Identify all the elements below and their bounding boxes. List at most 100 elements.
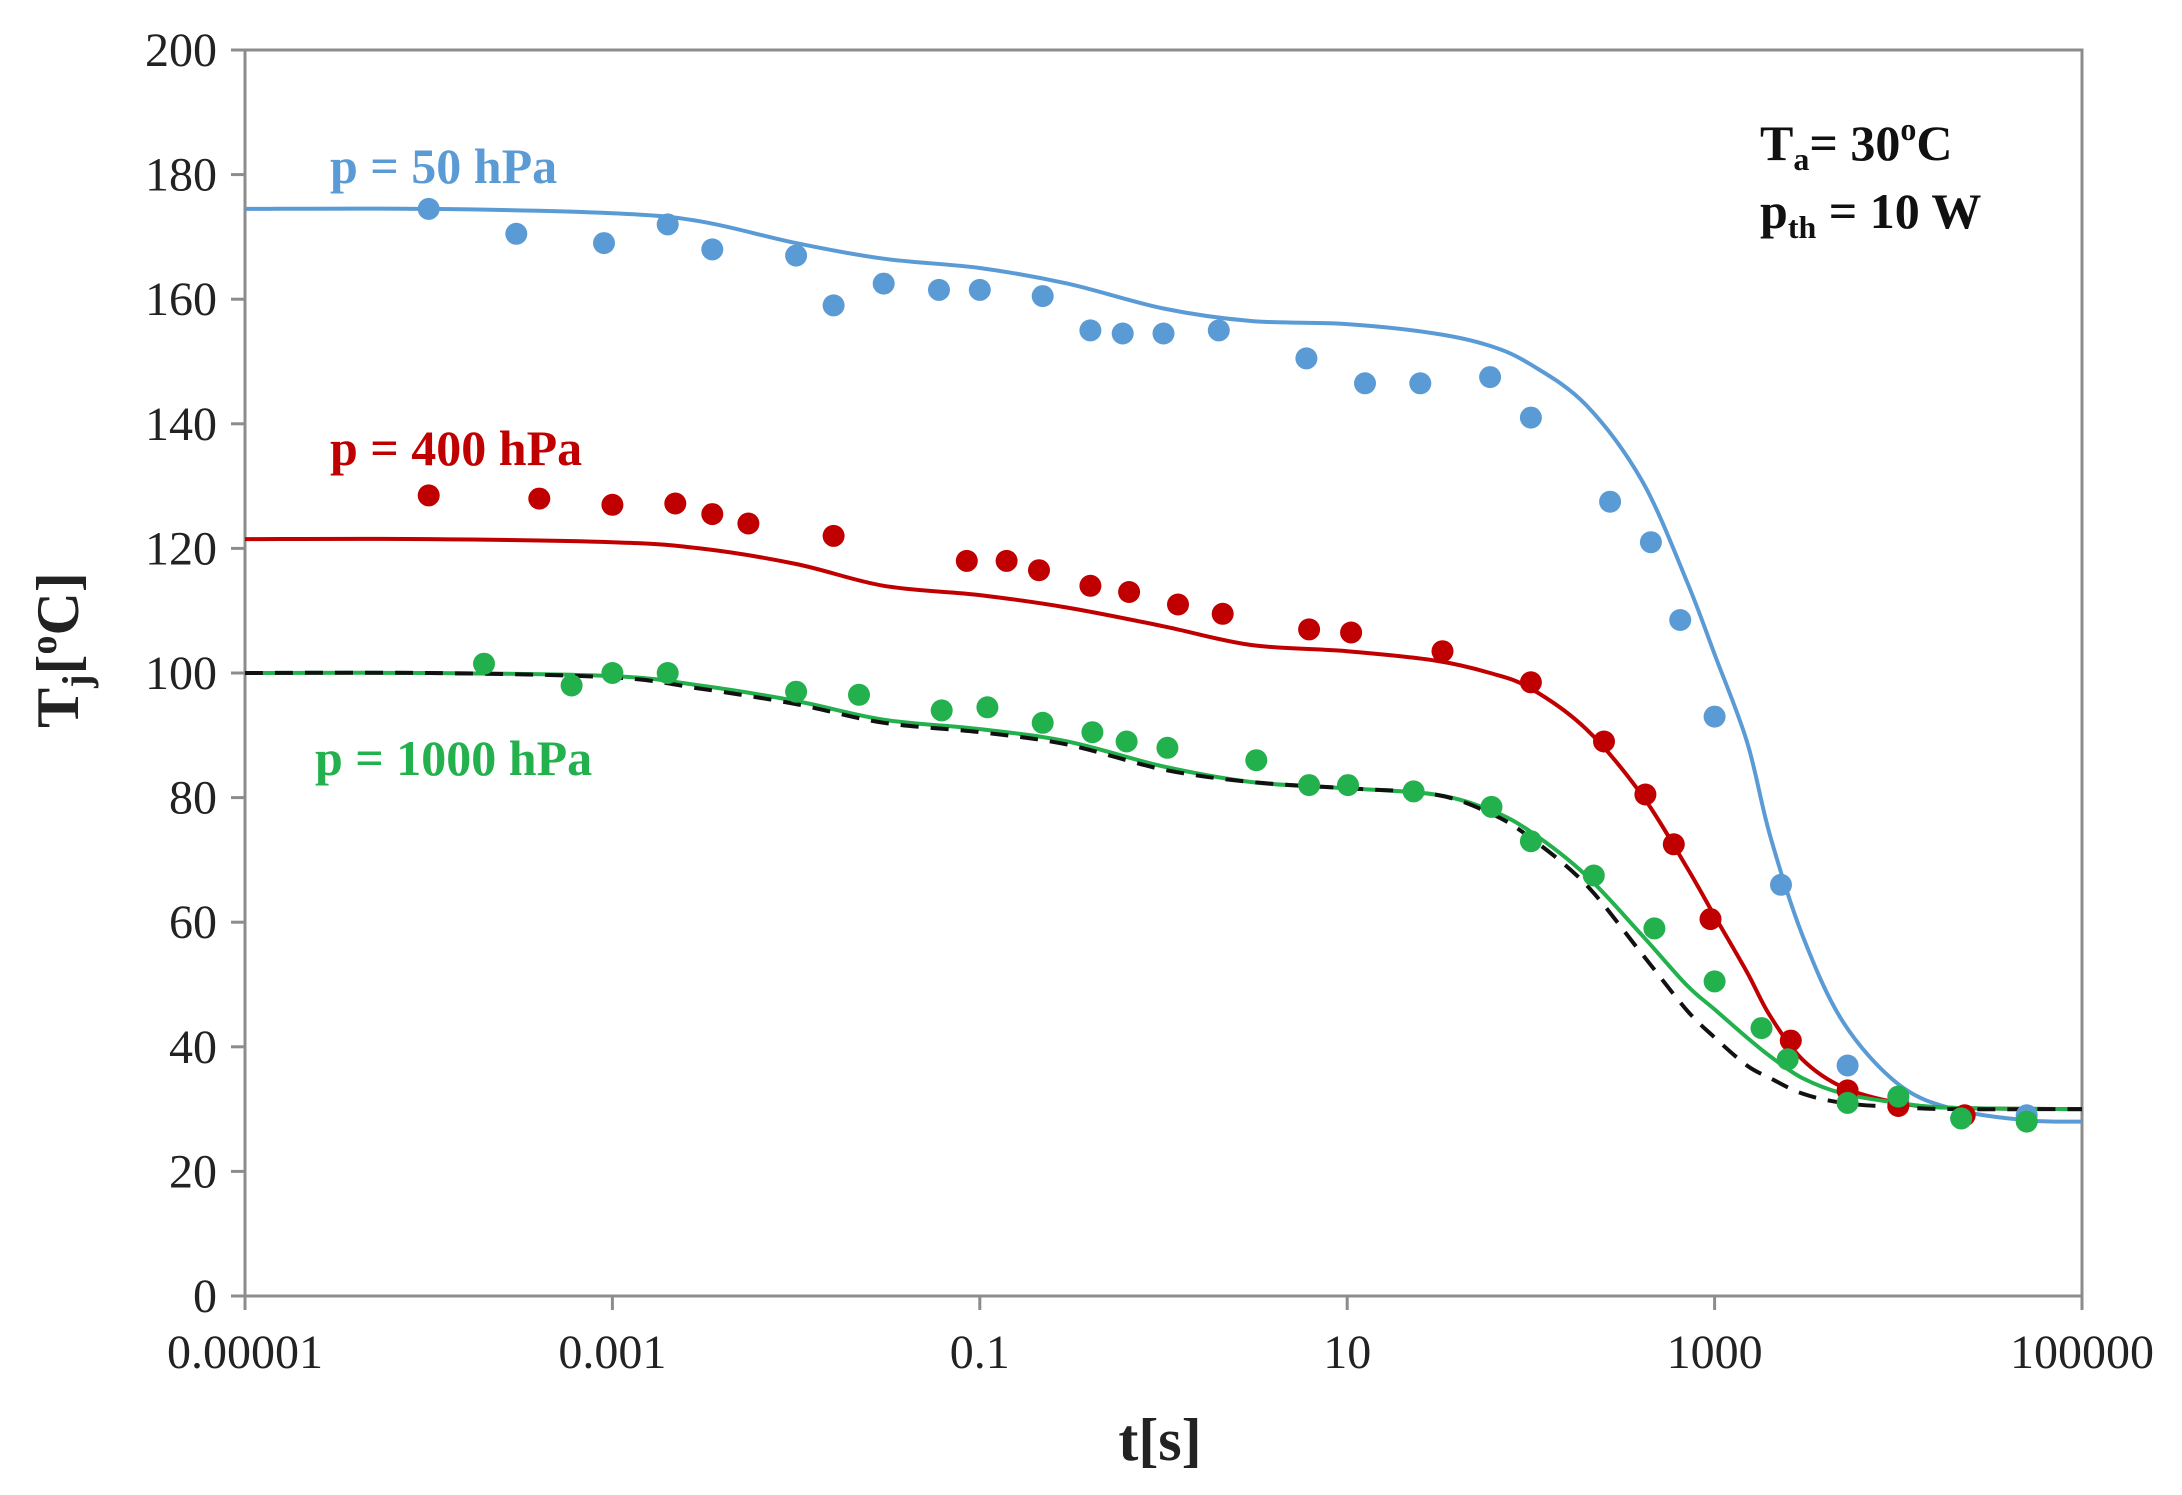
pth-sub: th: [1788, 209, 1817, 245]
thermal-power-annotation: pth = 10 W: [1760, 183, 1981, 245]
data-point-400hpa: [955, 549, 978, 572]
y-tick-label: 180: [145, 149, 217, 202]
y-title-bracket: [: [25, 654, 91, 674]
ta-sup: o: [1900, 111, 1916, 147]
axis-ticks: 0 20 40 60 80 100 120 140 160 180 200 0.00001 0.001 0…: [145, 24, 2154, 1379]
data-point-50hpa: [1703, 705, 1726, 728]
data-point-400hpa: [1431, 640, 1454, 663]
data-point-1000hpa: [1836, 1091, 1859, 1114]
data-point-50hpa: [1152, 322, 1175, 345]
series-label-50hpa: p = 50 hPa: [330, 138, 557, 194]
data-point-50hpa: [785, 244, 808, 267]
y-tick-label: 100: [145, 647, 217, 700]
data-point-1000hpa: [1480, 795, 1503, 818]
data-point-1000hpa: [1643, 917, 1666, 940]
data-point-50hpa: [1519, 406, 1542, 429]
data-point-400hpa: [1340, 621, 1363, 644]
data-point-400hpa: [1662, 833, 1685, 856]
data-point-50hpa: [1111, 322, 1134, 345]
data-point-400hpa: [1699, 908, 1722, 931]
ta-end: C: [1916, 115, 1952, 171]
data-point-1000hpa: [1750, 1017, 1773, 1040]
data-point-50hpa: [1479, 366, 1502, 389]
data-point-50hpa: [505, 222, 528, 245]
y-title-main: T: [25, 688, 91, 728]
data-point-400hpa: [1779, 1029, 1802, 1052]
x-tick-label: 0.001: [558, 1326, 666, 1379]
y-tick-label: 160: [145, 273, 217, 326]
data-point-1000hpa: [1519, 830, 1542, 853]
data-point-50hpa: [1639, 531, 1662, 554]
data-point-50hpa: [1409, 372, 1432, 395]
data-point-1000hpa: [601, 662, 624, 684]
data-point-400hpa: [528, 487, 551, 510]
fit-line-1000hpa: [244, 670, 2083, 1112]
data-point-400hpa: [664, 492, 687, 515]
data-point-1000hpa: [1115, 730, 1138, 753]
fit-line-400hpa: [244, 536, 2083, 1112]
data-point-1000hpa: [1776, 1048, 1799, 1071]
data-point-50hpa: [1599, 490, 1622, 513]
series-label-400hpa: p = 400 hPa: [330, 420, 582, 476]
y-title-sup: o: [23, 635, 65, 654]
data-point-50hpa: [1295, 347, 1318, 370]
data-point-1000hpa: [2015, 1110, 2038, 1133]
data-point-400hpa: [1298, 618, 1321, 641]
data-point-50hpa: [1079, 319, 1102, 342]
y-tick-label: 60: [169, 896, 217, 949]
ta-main: T: [1760, 115, 1793, 171]
data-point-1000hpa: [1950, 1107, 1973, 1130]
data-point-50hpa: [968, 278, 991, 301]
data-point-400hpa: [701, 503, 724, 526]
data-point-1000hpa: [1582, 864, 1605, 887]
x-tick-label: 10: [1323, 1326, 1371, 1379]
data-point-50hpa: [1836, 1054, 1859, 1077]
data-point-1000hpa: [1337, 774, 1359, 797]
data-point-1000hpa: [1703, 970, 1726, 993]
data-points: [417, 197, 2038, 1133]
data-point-400hpa: [417, 484, 440, 507]
data-point-400hpa: [1028, 559, 1050, 582]
data-point-1000hpa: [1031, 711, 1054, 734]
data-point-50hpa: [593, 232, 615, 255]
data-point-400hpa: [1634, 783, 1657, 806]
data-point-400hpa: [1167, 593, 1189, 616]
data-point-1000hpa: [1081, 721, 1104, 744]
y-axis-title: Tj[oC]: [23, 572, 99, 728]
data-point-400hpa: [1519, 671, 1542, 694]
data-point-50hpa: [1770, 873, 1792, 896]
y-tick-label: 200: [145, 24, 217, 77]
series-label-1000hpa: p = 1000 hPa: [315, 730, 592, 786]
data-point-50hpa: [1354, 372, 1376, 395]
data-point-50hpa: [656, 213, 679, 236]
data-point-400hpa: [1593, 730, 1615, 753]
data-point-1000hpa: [785, 680, 808, 703]
y-tick-label: 80: [169, 772, 217, 825]
y-tick-label: 120: [145, 522, 217, 575]
x-tick-label: 1000: [1667, 1326, 1763, 1379]
pth-end: = 10 W: [1816, 183, 1981, 239]
pth-main: p: [1760, 183, 1788, 239]
data-point-50hpa: [1207, 319, 1230, 342]
data-point-400hpa: [1118, 581, 1141, 603]
ta-mid: = 30: [1809, 115, 1900, 171]
data-point-1000hpa: [560, 674, 583, 697]
data-point-1000hpa: [976, 696, 999, 719]
data-point-50hpa: [872, 272, 895, 295]
data-point-50hpa: [1669, 609, 1692, 631]
data-point-400hpa: [601, 493, 624, 516]
data-point-1000hpa: [473, 652, 495, 675]
x-tick-label: 100000: [2010, 1326, 2154, 1379]
data-point-1000hpa: [1156, 736, 1179, 759]
x-tick-label: 0.00001: [167, 1326, 323, 1379]
y-tick-label: 0: [193, 1270, 217, 1323]
data-point-1000hpa: [1245, 749, 1268, 772]
data-point-400hpa: [1079, 574, 1102, 597]
data-point-400hpa: [737, 512, 760, 535]
ambient-temperature-annotation: Ta= 30oC: [1760, 111, 1952, 177]
data-point-50hpa: [1031, 285, 1054, 308]
ta-sub: a: [1793, 141, 1809, 177]
y-tick-label: 140: [145, 398, 217, 451]
y-title-sub: j: [54, 674, 99, 688]
